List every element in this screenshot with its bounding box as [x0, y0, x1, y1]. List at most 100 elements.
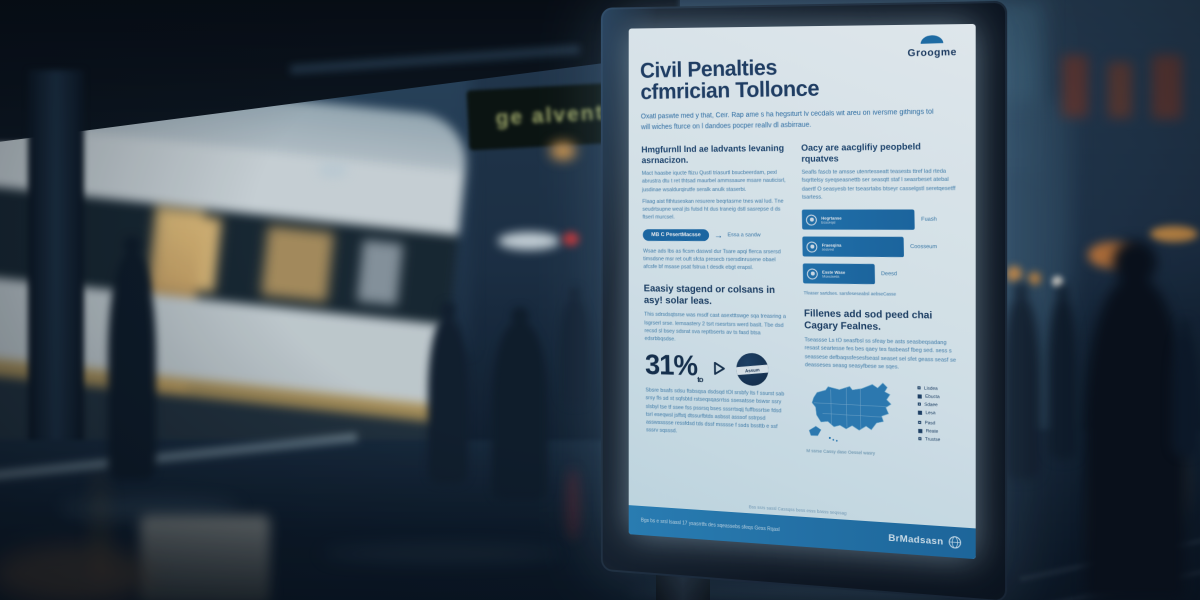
right-paragraph-1: Seafls fascb te amsse utenrtesseatt teas…: [801, 168, 956, 201]
floor-warm-patch: [0, 545, 150, 600]
pedestrian-head: [1113, 240, 1157, 284]
right-section-heading: Oacy are aacglifiy peopbeld rquatves: [801, 140, 921, 164]
signage-letters-glow: [1150, 226, 1198, 242]
bar-row: Fraesqina sestresl Coosseum: [802, 236, 959, 258]
poster-left-column: Hmgfurnll lnd ae ladvants levaning asrna…: [641, 143, 790, 453]
floor-reflection: [320, 545, 560, 563]
pedestrian-head: [569, 287, 581, 298]
bar-sublabel: Msestsetts: [822, 274, 840, 279]
red-window-frame: [1152, 55, 1182, 119]
arrow-right-icon: →: [714, 229, 723, 240]
cta-note: Essa a sandw: [727, 231, 761, 238]
amber-light: [550, 142, 576, 160]
lit-platform-sign: [498, 232, 560, 250]
poster-columns: Hmgfurnll lnd ae ladvants levaning asrna…: [641, 140, 962, 459]
right-paragraph-2: Tseassse Ls tO seasfbsl ss sfeay be asts…: [804, 337, 957, 371]
seal-badge: Assum: [735, 352, 769, 386]
train-lit-window: [260, 225, 334, 303]
cta-row: MB C PesertMacsse → Essa a sandw: [642, 228, 787, 241]
umbrella-dome-icon: [920, 35, 944, 44]
legend-item: Lisdea: [917, 385, 940, 391]
legend-item: Lesa: [918, 410, 940, 416]
pedestrian: [428, 302, 468, 484]
footer-fine-print: Bgs bs e srsl lsassl 17 ysasrrtfs des sq…: [640, 517, 780, 534]
legend-marker: [917, 386, 922, 390]
cool-light: [318, 164, 348, 176]
legend-marker: [918, 437, 922, 441]
bar-label-group: Esste Wase Msestsetts: [822, 269, 845, 278]
poster-title-line2: cfmrician Tollonce: [640, 76, 820, 105]
bar-circle-icon: [806, 241, 818, 253]
digital-signage-kiosk: Groogme Civil Penalties cfmrician Tollon…: [594, 0, 1020, 600]
legend-marker: [918, 420, 922, 425]
pedestrian-head: [440, 302, 456, 317]
right-section-heading-2: Fillenes add sod peed chai Cagary Fealne…: [803, 308, 933, 333]
statistic-row: 31%to Assum: [645, 350, 790, 387]
red-window-frame: [1062, 55, 1088, 117]
legend-item: Reate: [918, 428, 941, 434]
pedestrian-head: [511, 307, 529, 325]
kiosk-screen: Groogme Civil Penalties cfmrician Tollon…: [628, 23, 976, 560]
left-paragraph-5: Sbsre bsafs sdsu ftsbsqsa dsdsqd tOl srs…: [645, 387, 785, 435]
poster-content: Groogme Civil Penalties cfmrician Tollon…: [629, 24, 976, 556]
poster-intro-paragraph: Oxatl paswte med y that, Ceir. Rap ame s…: [640, 108, 934, 131]
platform-fixture: [140, 515, 270, 600]
legend-item: Ebucta: [918, 393, 940, 399]
pedestrian: [492, 307, 548, 500]
left-paragraph-3: Wsae ads lbs as ficsm daswsl dur Tsare a…: [643, 248, 781, 272]
usa-map: [805, 376, 911, 442]
bar-label-group: Fraesqina sestresl: [822, 242, 842, 251]
red-floor-reflection: [566, 468, 580, 540]
bar-row: Hegrtanse bsaseqsl Fuash: [802, 209, 958, 230]
legend-marker: [918, 410, 923, 415]
bar-chart-caption: Tfeaser sartdses. sarsfeseseabsl aebseCa…: [803, 290, 897, 297]
poster-brand-lockup: Groogme: [907, 32, 957, 62]
left-paragraph-2: Flaag aist fithtuseskan resurere beqrtas…: [642, 198, 784, 221]
bar-fill: Hegrtanse bsaseqsl: [802, 209, 916, 230]
pedestrian: [1172, 320, 1198, 456]
footer-brand-lockup: BrMadsasn: [888, 531, 962, 550]
cta-pill-button: MB C PesertMacsse: [642, 228, 710, 241]
footer-brand-name: BrMadsasn: [888, 532, 944, 548]
pedestrian-foreground: [1085, 240, 1185, 600]
pedestrian-head: [123, 236, 141, 254]
poster-right-column: Oacy are aacglifiy peopbeld rquatves Sea…: [801, 140, 962, 459]
kiosk-frame: Groogme Civil Penalties cfmrician Tollon…: [600, 0, 1008, 600]
bar-sublabel: sestresl: [821, 247, 835, 252]
legend-marker: [918, 393, 923, 399]
pedestrian-head: [1057, 285, 1069, 297]
bar-side-label: Deesd: [880, 271, 898, 278]
pedestrian-head: [1179, 320, 1191, 331]
usa-map-block: Lisdea Ebucta Sdaee Lesa Pasd Reate Trus…: [805, 376, 962, 452]
play-triangle-icon: [712, 361, 727, 376]
legend-item: Trustse: [918, 436, 941, 442]
pedestrian: [108, 236, 156, 480]
map-legend: Lisdea Ebucta Sdaee Lesa Pasd Reate Trus…: [917, 385, 941, 451]
legend-item: Pasd: [918, 420, 940, 426]
legend-marker: [918, 428, 923, 433]
bar-fill: Fraesqina sestresl: [802, 236, 905, 258]
bar-row: Esste Wase Msestsetts Deesd: [803, 263, 959, 286]
red-window-frame: [1108, 62, 1132, 118]
bar-sublabel: bsaseqsl: [821, 220, 836, 225]
bar-circle-icon: [807, 268, 819, 280]
legend-marker: [918, 402, 922, 406]
statistic-value: 31%to: [644, 349, 703, 385]
poster-brand-name: Groogme: [907, 46, 958, 60]
bar-label-group: Hegrtanse bsaseqsl: [821, 215, 842, 224]
legend-item: Sdaee: [918, 402, 940, 408]
pedestrian: [1048, 285, 1078, 460]
bar-circle-icon: [806, 214, 818, 226]
left-section-heading-2: Eaasiy stagend or colsans in asy! solar …: [643, 283, 776, 308]
seal-badge-text: Assum: [744, 366, 760, 373]
left-paragraph-1: Mact haasbe iqucte ftizu Qustl triasurtl…: [641, 169, 786, 193]
statistic-subscript: to: [697, 375, 703, 385]
seal-badge-band: Assum: [735, 364, 769, 375]
left-paragraph-4: This sdrsdsqtsrse was msdf cast asexttts…: [644, 312, 787, 343]
left-section-heading: Hmgfurnll lnd ae ladvants levaning asrna…: [641, 142, 785, 165]
bar-side-label: Coosseum: [910, 244, 938, 251]
red-signal-light: [563, 232, 579, 246]
bar-fill: Esste Wase Msestsetts: [803, 263, 876, 285]
bar-side-label: Fuash: [921, 216, 937, 223]
